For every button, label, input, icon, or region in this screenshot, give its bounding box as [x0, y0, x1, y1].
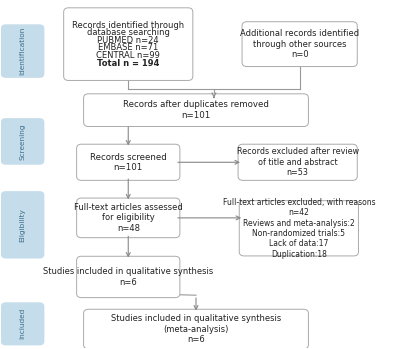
Text: Records excluded after review
of title and abstract
n=53: Records excluded after review of title a… [236, 147, 359, 177]
FancyBboxPatch shape [1, 191, 44, 259]
FancyBboxPatch shape [64, 8, 193, 80]
Text: Screening: Screening [20, 123, 26, 160]
Text: Full-text articles assessed
for eligibility
n=48: Full-text articles assessed for eligibil… [74, 203, 183, 233]
FancyBboxPatch shape [239, 201, 358, 256]
Text: CENTRAL n=99: CENTRAL n=99 [96, 51, 160, 60]
FancyBboxPatch shape [238, 144, 357, 180]
Text: Additional records identified
through other sources
n=0: Additional records identified through ot… [240, 29, 359, 59]
Text: Records identified through: Records identified through [72, 21, 184, 30]
Text: Studies included in qualitative synthesis
n=6: Studies included in qualitative synthesi… [43, 267, 213, 287]
FancyBboxPatch shape [77, 198, 180, 238]
Text: Records screened
n=101: Records screened n=101 [90, 153, 167, 172]
Text: PUBMED n=24: PUBMED n=24 [98, 36, 159, 45]
FancyBboxPatch shape [84, 309, 308, 349]
FancyBboxPatch shape [242, 22, 357, 67]
Text: Records after duplicates removed
n=101: Records after duplicates removed n=101 [123, 101, 269, 120]
Text: EMBASE n=71: EMBASE n=71 [98, 44, 158, 52]
Text: Full-text articles excluded, with reasons
n=42
Reviews and meta-analysis:2
Non-r: Full-text articles excluded, with reason… [222, 198, 375, 259]
Text: Identification: Identification [20, 27, 26, 75]
FancyBboxPatch shape [84, 94, 308, 126]
FancyBboxPatch shape [77, 144, 180, 180]
Text: Included: Included [20, 308, 26, 340]
Text: Studies included in qualitative synthesis
(meta-analysis)
n=6: Studies included in qualitative synthesi… [111, 314, 281, 344]
FancyBboxPatch shape [77, 256, 180, 298]
FancyBboxPatch shape [1, 24, 44, 78]
FancyBboxPatch shape [1, 118, 44, 165]
Text: Total n = 194: Total n = 194 [97, 59, 160, 68]
Text: database searching: database searching [87, 28, 170, 37]
FancyBboxPatch shape [1, 302, 44, 346]
Text: Eligibility: Eligibility [20, 208, 26, 242]
